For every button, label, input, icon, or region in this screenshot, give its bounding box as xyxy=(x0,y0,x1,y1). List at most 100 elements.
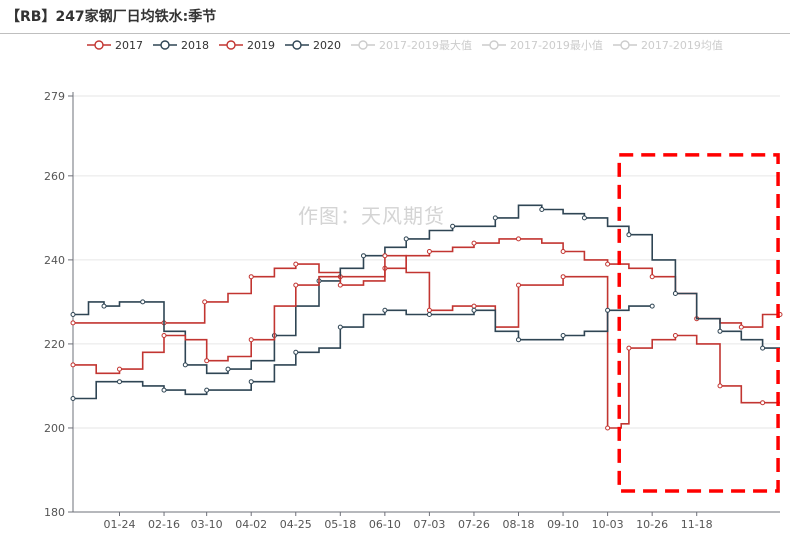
x-tick-label: 02-16 xyxy=(148,518,180,531)
legend-label: 2017-2019最小值 xyxy=(509,39,603,52)
data-point-2019 xyxy=(426,307,432,313)
data-point-2018 xyxy=(492,215,498,221)
y-tick-label: 240 xyxy=(44,254,65,267)
data-point-2018 xyxy=(361,253,366,259)
legend-line-circle-icon xyxy=(219,40,243,50)
data-point-2017 xyxy=(248,274,254,280)
title-divider xyxy=(0,33,790,34)
data-point-2019 xyxy=(516,282,521,288)
legend-line-circle-icon xyxy=(481,40,506,50)
x-tick-label: 07-26 xyxy=(458,518,490,531)
legend-label: 2017-2019最大值 xyxy=(379,39,472,52)
highlight-box xyxy=(617,153,780,493)
legend-item[interactable]: 2018 xyxy=(152,39,209,52)
data-point-2019 xyxy=(605,425,611,431)
data-point-2019 xyxy=(382,253,388,259)
legend: 2017 2018 2019 2020 2017-2019最大值 2017-2019最小值… xyxy=(86,37,732,53)
data-point-2019 xyxy=(70,362,76,368)
legend-line-circle-icon xyxy=(612,40,637,50)
legend-item[interactable]: 2017-2019最大值 xyxy=(350,37,472,53)
data-point-2018 xyxy=(101,303,107,309)
data-point-2019 xyxy=(204,358,210,364)
data-point-2020 xyxy=(117,379,122,385)
x-tick-label: 01-24 xyxy=(104,518,136,531)
legend-item[interactable]: 2017-2019最小值 xyxy=(481,37,603,53)
data-point-2020 xyxy=(161,387,167,393)
data-point-2020 xyxy=(426,312,432,317)
data-point-2020 xyxy=(337,324,343,330)
legend-item[interactable]: 2017-2019均值 xyxy=(612,37,723,53)
x-tick-label: 05-18 xyxy=(324,518,356,531)
data-point-2019 xyxy=(626,345,632,351)
data-point-2018 xyxy=(539,207,545,212)
y-tick-label: 200 xyxy=(44,422,65,435)
chart-title: 【RB】247家钢厂日均铁水:季节 xyxy=(6,9,217,25)
x-tick-label: 03-10 xyxy=(191,518,223,531)
data-point-2020 xyxy=(293,349,299,355)
data-point-2019 xyxy=(560,274,566,280)
y-tick-label: 279 xyxy=(44,90,65,103)
data-point-2017 xyxy=(516,236,521,242)
data-point-2018 xyxy=(717,328,723,334)
data-point-2020 xyxy=(560,333,566,338)
data-point-2017 xyxy=(293,261,299,267)
data-point-2020 xyxy=(70,396,76,401)
x-tick-label: 09-10 xyxy=(547,518,579,531)
data-point-2017 xyxy=(70,320,76,326)
y-tick-label: 260 xyxy=(44,170,65,183)
legend-line-circle-icon xyxy=(285,40,309,50)
legend-line-circle-icon xyxy=(153,40,177,50)
data-point-2018 xyxy=(626,232,632,238)
data-point-2018 xyxy=(450,223,456,229)
data-point-2019 xyxy=(717,383,723,389)
data-point-2020 xyxy=(382,307,388,313)
legend-label: 2020 xyxy=(313,38,341,52)
data-point-2019 xyxy=(337,282,343,288)
series-line-2020 xyxy=(73,305,653,400)
data-point-2019 xyxy=(117,366,122,372)
data-point-2018 xyxy=(225,366,231,372)
data-point-2019 xyxy=(161,333,167,338)
data-point-2020 xyxy=(605,307,611,313)
data-point-2019 xyxy=(672,333,678,338)
data-point-2017 xyxy=(202,299,208,305)
x-tick-label: 04-02 xyxy=(235,518,267,531)
x-tick-label: 06-10 xyxy=(369,518,401,531)
data-point-2018 xyxy=(70,312,76,317)
data-point-2019 xyxy=(760,400,766,406)
data-point-2020 xyxy=(204,387,210,393)
legend-line-circle-icon xyxy=(87,40,111,50)
x-tick-label: 08-18 xyxy=(503,518,535,531)
data-point-2020 xyxy=(248,379,254,385)
series-line-2018 xyxy=(73,204,780,375)
x-tick-label: 11-18 xyxy=(681,518,713,531)
legend-item[interactable]: 2020 xyxy=(284,39,341,52)
data-point-2018 xyxy=(403,236,409,242)
data-point-2017 xyxy=(649,274,655,280)
legend-label: 2019 xyxy=(247,38,275,52)
legend-label: 2017 xyxy=(115,38,143,52)
x-tick-label: 07-03 xyxy=(413,518,445,531)
series-line-2019 xyxy=(73,254,780,429)
legend-line-circle-icon xyxy=(351,40,375,50)
data-point-2019 xyxy=(293,282,299,288)
data-point-2019 xyxy=(248,337,254,343)
data-point-2018 xyxy=(182,362,188,368)
x-tick-label: 04-25 xyxy=(280,518,312,531)
data-point-2017 xyxy=(471,240,477,246)
legend-label: 2018 xyxy=(181,38,209,52)
data-point-2020 xyxy=(471,307,477,313)
data-point-2017 xyxy=(738,324,744,330)
data-point-2018 xyxy=(140,299,146,305)
x-tick-label: 10-26 xyxy=(636,518,668,531)
legend-item[interactable]: 2019 xyxy=(218,39,275,52)
legend-item[interactable]: 2017 xyxy=(86,39,143,52)
legend-label: 2017-2019均值 xyxy=(640,39,723,52)
data-point-2018 xyxy=(760,345,766,351)
data-point-2018 xyxy=(672,291,678,296)
data-point-2020 xyxy=(649,303,655,309)
data-point-2017 xyxy=(426,249,432,254)
data-point-2020 xyxy=(516,337,521,343)
watermark-text: 作图：天风期货 xyxy=(298,204,445,228)
